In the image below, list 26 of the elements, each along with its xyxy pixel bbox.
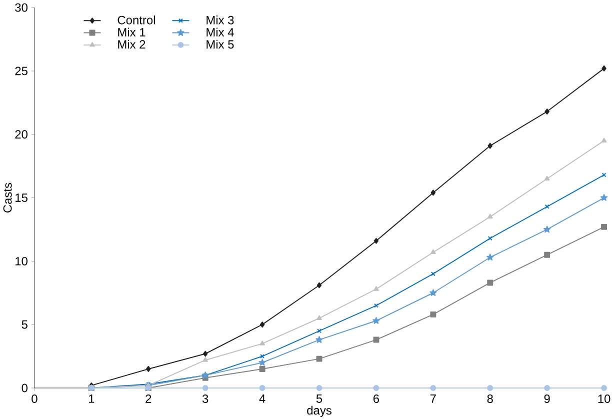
legend-label: Mix 3 [206,15,234,24]
x-tick-label: 2 [146,394,152,403]
x-tick-label: 9 [544,394,550,403]
x-tick-label: 4 [259,394,266,403]
x-tick-label: 5 [316,394,322,403]
x-tick-label: 0 [32,394,38,403]
y-tick-label: 30 [15,3,28,12]
x-tick-label: 3 [202,394,208,403]
y-tick-label: 15 [16,193,28,202]
x-axis-title: days [307,406,332,417]
legend-label: Control [118,15,155,24]
x-tick-label: 7 [430,394,436,403]
y-tick-label: 5 [22,320,28,329]
legend-label: Mix 5 [206,40,234,48]
legend-label: Mix 2 [118,40,146,48]
y-tick-label: 20 [15,130,28,138]
y-axis-title: Casts [3,182,12,212]
y-tick-label: 10 [16,256,28,266]
x-tick-label: 1 [89,394,94,403]
x-tick-label: 10 [598,394,610,403]
legend-label: Mix 1 [118,28,146,36]
x-tick-label: 8 [487,394,493,403]
x-tick-label: 6 [373,394,380,403]
y-tick-label: 0 [22,384,28,392]
legend-label: Mix 4 [206,28,234,36]
y-tick-label: 25 [15,66,28,76]
